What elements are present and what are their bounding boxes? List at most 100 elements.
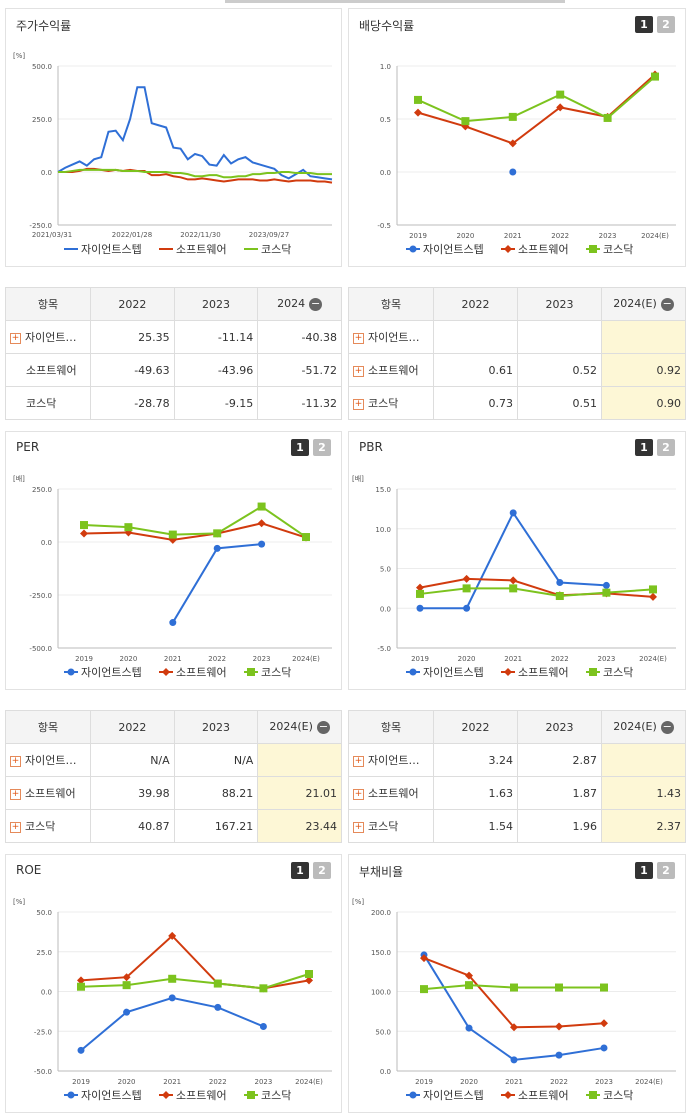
data-point — [168, 974, 177, 983]
data-point — [556, 578, 564, 586]
data-point — [414, 108, 422, 117]
table-header-cell: 항목 — [348, 287, 434, 321]
collapse-icon[interactable]: − — [316, 719, 330, 734]
row-name: 소프트웨어 — [25, 787, 76, 800]
data-point — [555, 983, 563, 992]
expand-icon[interactable]: + — [10, 788, 21, 800]
table-header-cell: 2024− — [257, 287, 342, 321]
view-2-button[interactable]: 2 — [313, 439, 331, 456]
data-point — [510, 1023, 518, 1032]
table-header-row: 항목 2022 2023 2024(E) − — [348, 710, 686, 744]
row-label: 코스닥 — [5, 386, 91, 420]
expand-icon[interactable]: + — [353, 788, 364, 800]
legend-label: 소프트웨어 — [518, 243, 569, 256]
y-tick-label: 0.0 — [380, 1068, 391, 1076]
collapse-icon[interactable]: − — [309, 296, 323, 311]
x-tick-label: 2020 — [456, 232, 474, 240]
row-name: 자이언트… — [368, 331, 420, 344]
row-label: + 소프트웨어 — [348, 353, 434, 387]
legend-label: 코스닥 — [261, 243, 291, 256]
legend-marker — [409, 668, 417, 676]
y-tick-label: 25.0 — [36, 949, 52, 957]
view-1-button[interactable]: 1 — [291, 439, 309, 456]
legend-label: 소프트웨어 — [176, 243, 227, 256]
view-1-button[interactable]: 1 — [291, 862, 309, 879]
data-point — [168, 931, 177, 940]
collapse-icon[interactable]: − — [660, 719, 674, 734]
series-line — [83, 505, 307, 538]
data-point — [124, 523, 133, 532]
table-cell — [517, 320, 602, 354]
table-row: + 자이언트… 3.24 2.87 — [348, 743, 686, 777]
table-cell: 2.37 — [601, 809, 686, 843]
view-1-button[interactable]: 1 — [635, 439, 653, 456]
data-point — [555, 1022, 563, 1031]
y-tick-label: 15.0 — [375, 486, 391, 494]
view-2-button[interactable]: 2 — [657, 862, 675, 879]
y-tick-label: 0.0 — [41, 989, 52, 997]
row-label: + 자이언트… — [5, 320, 91, 354]
expand-icon[interactable]: + — [10, 821, 21, 833]
view-1-button[interactable]: 1 — [635, 16, 653, 33]
unit-label: [배] — [13, 474, 25, 483]
series-line — [417, 75, 656, 123]
x-tick-label: 2021 — [163, 1078, 181, 1086]
view-1-button[interactable]: 1 — [635, 862, 653, 879]
table-row: + 자이언트… — [348, 320, 686, 354]
data-point — [600, 1019, 608, 1028]
expand-icon[interactable]: + — [353, 755, 364, 767]
expand-icon[interactable]: + — [353, 365, 364, 377]
data-point — [509, 584, 518, 593]
table-header-cell: 2024(E) − — [257, 710, 342, 744]
expand-icon[interactable]: + — [10, 755, 21, 767]
y-tick-label: -50.0 — [34, 1068, 52, 1076]
data-point — [302, 533, 310, 542]
legend-marker — [409, 1091, 417, 1099]
table-cell: -28.78 — [90, 386, 175, 420]
legend-marker — [247, 668, 255, 676]
data-point — [420, 985, 428, 994]
table-row: + 코스닥 0.73 0.51 0.90 — [348, 386, 686, 420]
legend-marker — [504, 668, 512, 676]
table-header-cell: 2023 — [517, 710, 602, 744]
table-header-cell: 2023 — [173, 710, 259, 744]
view-2-button[interactable]: 2 — [313, 862, 331, 879]
data-point — [213, 979, 222, 988]
table-row: 코스닥 -28.78 -9.15 -11.32 — [5, 386, 342, 420]
data-point — [77, 982, 85, 991]
row-name: 소프트웨어 — [368, 364, 419, 377]
data-point — [510, 983, 518, 992]
expand-icon[interactable]: + — [353, 332, 364, 344]
data-point — [600, 1044, 608, 1052]
table-cell: 25.35 — [90, 320, 175, 354]
data-point — [122, 973, 131, 982]
header-label: 2023 — [201, 297, 230, 311]
collapse-icon[interactable]: − — [660, 296, 674, 311]
table-row: + 소프트웨어 1.63 1.87 1.43 — [348, 776, 686, 810]
table-cell: 23.44 — [257, 809, 342, 843]
data-point — [649, 592, 657, 601]
panel-title: ROE — [16, 863, 42, 877]
x-tick-label: 2020 — [458, 655, 476, 663]
panel-title: 부채비율 — [359, 865, 404, 879]
expand-icon[interactable]: + — [353, 398, 364, 410]
expand-icon[interactable]: + — [10, 332, 21, 344]
row-label: 소프트웨어 — [5, 353, 91, 387]
x-tick-label: 2022 — [550, 1078, 568, 1086]
header-label: 2023 — [201, 720, 230, 734]
view-2-button[interactable]: 2 — [657, 439, 675, 456]
table-cell: 1.54 — [433, 809, 518, 843]
y-tick-label: 150.0 — [371, 949, 391, 957]
table-header-cell: 항목 — [5, 710, 91, 744]
view-2-button[interactable]: 2 — [657, 16, 675, 33]
row-label: + 소프트웨어 — [5, 776, 91, 810]
header-label: 2022 — [118, 297, 147, 311]
table-cell — [601, 743, 686, 777]
expand-icon[interactable]: + — [353, 821, 364, 833]
series-line — [423, 954, 605, 1061]
x-tick-label: 2023 — [595, 1078, 613, 1086]
table-header-cell: 2022 — [433, 710, 518, 744]
x-tick-label: 2023 — [597, 655, 615, 663]
table-header-row: 항목 2022 2023 2024(E) − — [5, 710, 342, 744]
y-tick-label: -0.5 — [377, 222, 391, 230]
